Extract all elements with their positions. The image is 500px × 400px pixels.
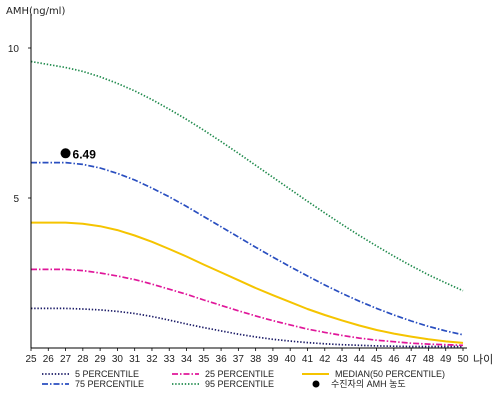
legend-label: 75 PERCENTILE	[75, 379, 144, 389]
x-tick-label: 37	[233, 354, 245, 365]
x-tick-label: 36	[216, 354, 228, 365]
x-tick-label: 27	[60, 354, 72, 365]
x-tick-label: 33	[164, 354, 176, 365]
x-tick-label: 46	[388, 354, 400, 365]
y-axis-label: AMH(ng/ml)	[6, 6, 65, 17]
x-tick-label: 49	[440, 354, 452, 365]
x-tick-label: 50	[457, 354, 469, 365]
legend-label: 5 PERCENTILE	[75, 369, 139, 379]
legend-item: MEDIAN(50 PERCENTILE)	[302, 369, 445, 379]
x-tick-label: 30	[112, 354, 124, 365]
axes-layer	[28, 14, 467, 351]
y-tick-label: 5	[13, 194, 19, 205]
x-tick-label: 48	[423, 354, 435, 365]
x-tick-label: 42	[319, 354, 331, 365]
series-line-25-percentile	[31, 268, 464, 347]
legend-patient-label: 수진자의 AMH 농도	[331, 379, 406, 389]
x-tick-label: 29	[95, 354, 107, 365]
legend-item: 75 PERCENTILE	[42, 379, 144, 389]
legend-item: 5 PERCENTILE	[42, 369, 139, 379]
series-line-5-percentile	[31, 307, 463, 348]
y-tick-labels: 5 10	[8, 44, 20, 205]
x-tick-label: 38	[250, 354, 262, 365]
x-tick-label: 41	[302, 354, 314, 365]
x-axis-label: 나이	[473, 353, 493, 366]
x-tick-label: 44	[354, 354, 366, 365]
legend-label: MEDIAN(50 PERCENTILE)	[335, 369, 445, 379]
x-tick-labels: 25 26 27 28 29 30 31 32 33 34 35 36 37 38 39 40 41 42 43 44…	[25, 354, 469, 365]
series-line-75-percentile	[31, 161, 464, 336]
x-tick-label: 47	[406, 354, 418, 365]
x-tick-label: 34	[181, 354, 193, 365]
x-tick-label: 40	[285, 354, 297, 365]
series-line-median-50-percentile	[31, 221, 464, 344]
y-tick-label: 10	[8, 44, 20, 55]
legend-patient-dot	[312, 380, 320, 388]
patient-amh-point	[60, 148, 71, 159]
x-tick-label: 43	[336, 354, 348, 365]
legend-item-patient: 수진자의 AMH 농도	[312, 379, 406, 389]
x-tick-label: 39	[267, 354, 279, 365]
x-tick-label: 26	[43, 354, 55, 365]
legend: 5 PERCENTILE 25 PERCENTILE MEDIAN(50 PERCE…	[42, 369, 445, 389]
x-tick-label: 25	[25, 354, 37, 365]
x-tick-label: 35	[198, 354, 210, 365]
legend-label: 25 PERCENTILE	[205, 369, 274, 379]
legend-item: 25 PERCENTILE	[172, 369, 274, 379]
x-tick-label: 31	[129, 354, 141, 365]
series-line-95-percentile	[30, 60, 464, 292]
legend-label: 95 PERCENTILE	[205, 379, 274, 389]
x-tick-label: 32	[146, 354, 158, 365]
x-tick-label: 45	[371, 354, 383, 365]
patient-amh-value-label: 6.49	[73, 147, 97, 161]
series-layer	[30, 60, 464, 348]
patient-marker-group: 6.49	[60, 147, 97, 161]
legend-item: 95 PERCENTILE	[172, 379, 274, 389]
x-tick-label: 28	[77, 354, 89, 365]
